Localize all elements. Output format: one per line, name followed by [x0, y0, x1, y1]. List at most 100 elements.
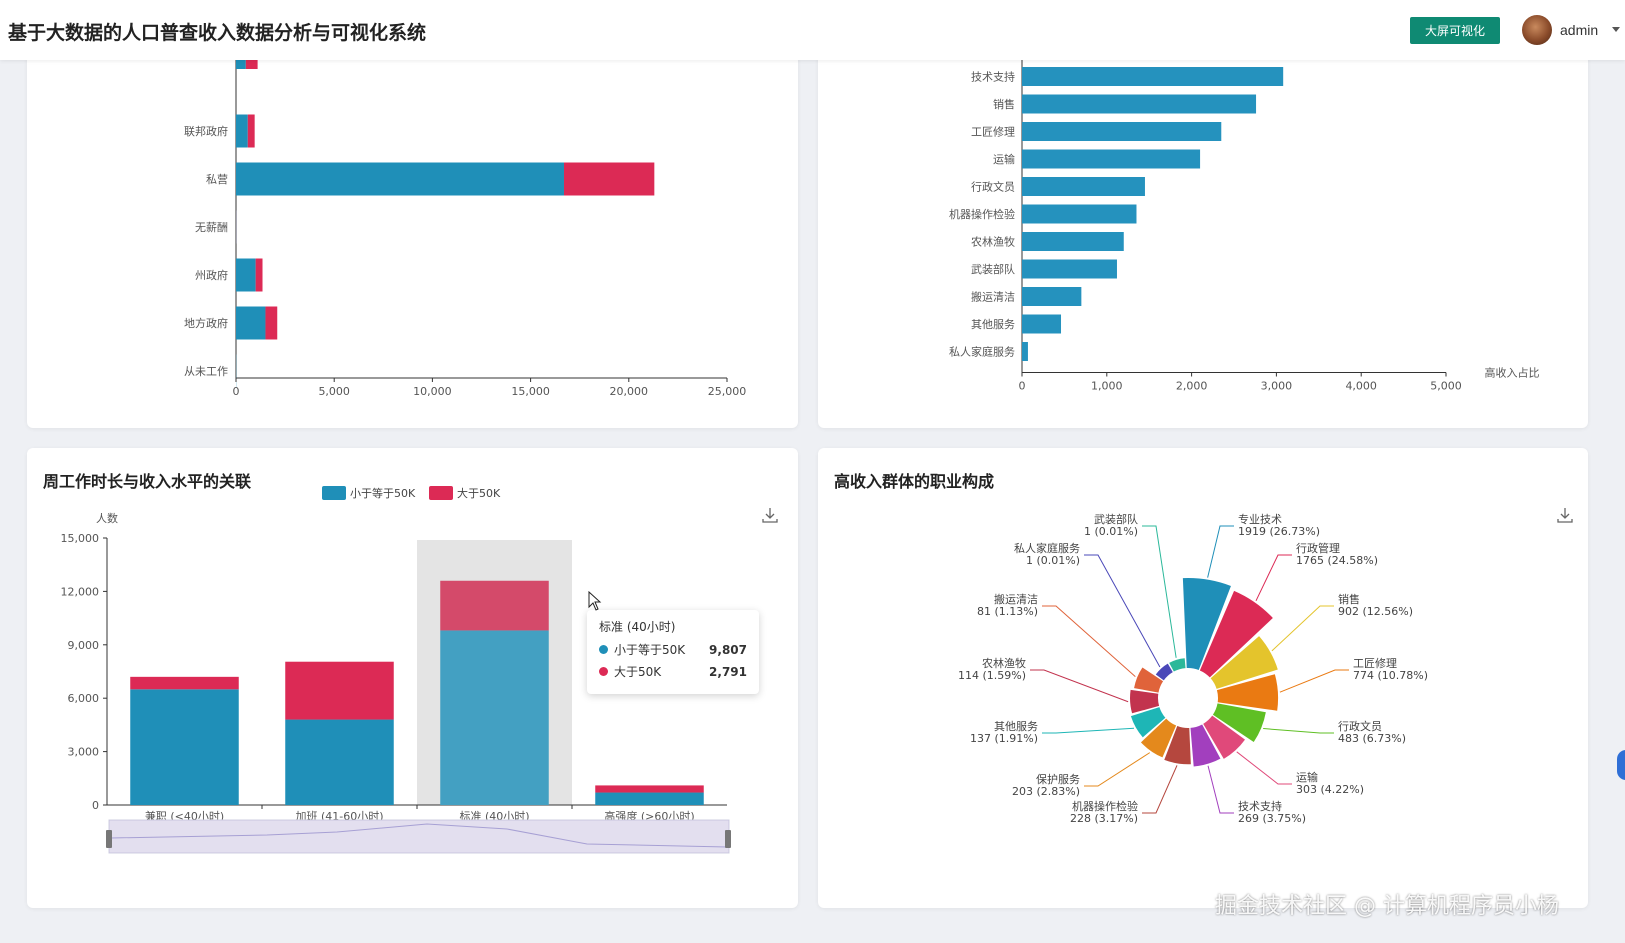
y-tick-label: 联邦政府 — [184, 124, 228, 138]
slice-name-label: 技术支持 — [1238, 799, 1282, 813]
leader-line — [1042, 605, 1136, 677]
pie-slice — [1164, 726, 1191, 765]
y-tick-label: 武装部队 — [971, 262, 1015, 276]
bar-segment — [595, 792, 704, 805]
leader-line — [1236, 751, 1292, 785]
legend-swatch — [429, 486, 453, 500]
slice-value-label: 902 (12.56%) — [1338, 605, 1413, 618]
bar-segment — [236, 162, 564, 196]
user-name[interactable]: admin — [1560, 22, 1599, 38]
download-icon[interactable] — [761, 506, 779, 524]
y-tick-label: 销售 — [993, 97, 1015, 111]
leader-line — [1279, 669, 1349, 693]
y-tick-label: 12,000 — [61, 585, 100, 598]
bar-segment — [236, 114, 248, 148]
watermark: 掘金技术社区 @ 计算机程序员小杨 — [1215, 894, 1559, 919]
y-tick-label: 3,000 — [68, 746, 100, 759]
y-tick-label: 行政文员 — [971, 180, 1015, 194]
slice-name-label: 保护服务 — [1036, 772, 1080, 786]
floating-action-icon[interactable] — [1617, 750, 1625, 780]
slice-value-label: 203 (2.83%) — [1012, 785, 1080, 798]
tooltip-row: 小于等于50K 9,807 — [599, 641, 747, 658]
pie-slice — [1169, 658, 1186, 672]
x-tick-label: 10,000 — [413, 385, 452, 398]
slice-value-label: 269 (3.75%) — [1238, 812, 1306, 825]
pie-slice — [1155, 663, 1173, 681]
y-tick-label: 机器操作检验 — [949, 207, 1015, 221]
y-tick-label: 运输 — [993, 152, 1015, 166]
x-tick-label: 2,000 — [1176, 380, 1208, 393]
x-tick-label: 3,000 — [1261, 380, 1293, 393]
tooltip-label: 大于50K — [614, 665, 662, 679]
x-tick-label: 1,000 — [1091, 380, 1123, 393]
leader-line — [1084, 752, 1151, 787]
slice-value-label: 228 (3.17%) — [1070, 812, 1138, 825]
datazoom-sparkline — [110, 823, 728, 848]
pie-slice — [1190, 724, 1221, 767]
slice-name-label: 行政管理 — [1296, 541, 1340, 555]
slice-value-label: 1765 (24.58%) — [1296, 554, 1378, 567]
datazoom-handle-left — [106, 830, 112, 848]
leader-line — [1271, 605, 1334, 652]
cursor-icon — [588, 591, 602, 611]
panel-occupation-ratio: 技术支持 销售 工匠修理 运输 行政文员 机器操作检验 农林渔牧 武装部队 搬运清洁 其他服务 私人… — [818, 40, 1588, 428]
x-tick-label: 25,000 — [708, 385, 747, 398]
legend-swatch — [322, 486, 346, 500]
y-tick-label: 技术支持 — [971, 70, 1015, 84]
slice-value-label: 483 (6.73%) — [1338, 732, 1406, 745]
bar-segment — [285, 661, 394, 720]
datazoom-handle-right — [725, 830, 731, 848]
y-tick-label: 州政府 — [195, 268, 228, 282]
legend-label: 小于等于50K — [350, 486, 416, 500]
slice-name-label: 武装部队 — [1094, 512, 1138, 526]
tooltip-title: 标准 (40小时) — [599, 620, 676, 634]
pie-slice — [1199, 590, 1273, 678]
x-tick-label: 15,000 — [511, 385, 550, 398]
panel-high-income-occupation: 高收入群体的职业构成 专业技术 1919 (26.73%) 行政管理 1765 (24… — [818, 448, 1588, 908]
slice-name-label: 其他服务 — [994, 720, 1038, 733]
y-tick-label: 从未工作 — [184, 365, 228, 378]
bar-segment — [236, 57, 246, 69]
bar-segment — [265, 306, 278, 340]
pie-slice — [1130, 707, 1166, 738]
leader-line — [1255, 554, 1292, 601]
bar-segment — [247, 114, 255, 148]
occupation-ratio-chart: 技术支持销售工匠修理运输行政文员机器操作检验农林渔牧武装部队搬运清洁其他服务私人… — [949, 57, 1540, 393]
leader-line — [1030, 669, 1129, 703]
tooltip-label: 小于等于50K — [614, 643, 686, 657]
bar — [1022, 259, 1117, 279]
panel-title: 周工作时长与收入水平的关联 — [43, 472, 252, 491]
y-tick-label: 15,000 — [61, 532, 100, 545]
slice-value-label: 1919 (26.73%) — [1238, 525, 1320, 538]
x-tick-label: 0 — [233, 385, 240, 398]
bar-segment — [130, 689, 239, 805]
x-tick-label: 0 — [1019, 380, 1026, 393]
bigscreen-button[interactable]: 大屏可视化 — [1410, 17, 1500, 44]
download-icon[interactable] — [1556, 506, 1574, 524]
pie-slice — [1140, 718, 1177, 758]
slice-name-label: 运输 — [1296, 770, 1318, 784]
legend-label: 大于50K — [457, 486, 501, 500]
slice-value-label: 81 (1.13%) — [977, 605, 1038, 618]
x-tick-label: 5,000 — [318, 385, 350, 398]
bar-segment — [236, 258, 256, 292]
y-tick-label: 农林渔牧 — [971, 235, 1015, 249]
pie-slice — [1130, 689, 1160, 714]
y-tick-label: 私人家庭服务 — [949, 345, 1015, 359]
tooltip-row: 大于50K 2,791 — [599, 663, 747, 680]
slice-value-label: 1 (0.01%) — [1026, 554, 1080, 567]
bar — [1022, 314, 1062, 334]
chevron-down-icon[interactable] — [1612, 27, 1620, 32]
slice-name-label: 搬运清洁 — [994, 592, 1038, 606]
y-tick-label: 搬运清洁 — [971, 290, 1015, 304]
avatar[interactable] — [1522, 15, 1552, 45]
x-tick-label: 20,000 — [610, 385, 649, 398]
leader-line — [1042, 727, 1135, 734]
bar — [1022, 149, 1201, 169]
slice-name-label: 农林渔牧 — [982, 656, 1026, 670]
slice-name-label: 行政文员 — [1338, 719, 1382, 733]
leader-line — [1142, 765, 1178, 814]
y-tick-label: 工匠修理 — [971, 125, 1015, 139]
leader-line — [1142, 525, 1177, 658]
